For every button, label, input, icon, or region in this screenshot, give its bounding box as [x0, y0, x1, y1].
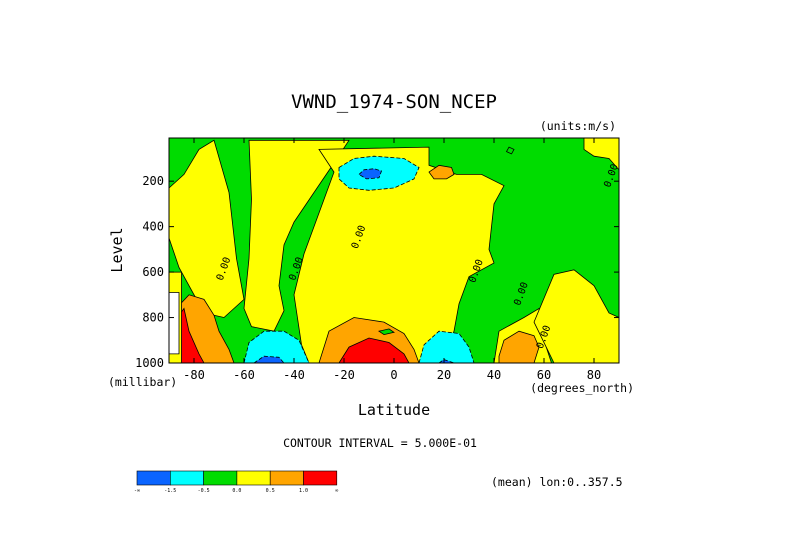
- colorbar-label-0: -∞: [134, 488, 140, 494]
- y-units-label: (millibar): [108, 375, 177, 389]
- y-tick-label-2: 600: [142, 265, 164, 279]
- colorbar-label-1: -1.5: [164, 488, 176, 494]
- x-axis-label: Latitude: [358, 401, 430, 419]
- x-tick-label-4: 0: [390, 368, 397, 382]
- contour-region-13: [338, 337, 410, 363]
- contour-region-15: [253, 355, 285, 363]
- colorbar-swatch-4: [269, 470, 304, 486]
- contour-region-14: [243, 330, 310, 363]
- colorbar-label-2: -0.5: [198, 488, 210, 494]
- y-tick-label-1: 400: [142, 220, 164, 234]
- x-tick-label-0: -80: [183, 368, 205, 382]
- y-tick-label-4: 1000: [135, 356, 164, 370]
- plot-area: 0.00 0.000.000.000.000.000.00: [168, 137, 621, 364]
- mean-note-label: (mean) lon:0..357.5: [491, 475, 623, 489]
- x-tick-label-3: -20: [333, 368, 355, 382]
- y-axis: 200 400 600 800 1000: [135, 174, 619, 370]
- contour-region-19: [358, 168, 383, 180]
- x-tick-label-6: 40: [487, 368, 501, 382]
- y-tick-label-0: 200: [142, 174, 164, 188]
- colorbar-label-3: 0.0: [232, 488, 241, 494]
- x-tick-label-1: -60: [233, 368, 255, 382]
- x-tick-label-7: 60: [537, 368, 551, 382]
- contour-region-6: [583, 138, 619, 171]
- contour-region-20: [428, 164, 455, 180]
- contour-region-17: [438, 359, 455, 363]
- contour-region-16: [418, 330, 475, 363]
- y-axis-label: Level: [108, 227, 126, 272]
- contour-interval-label: CONTOUR INTERVAL = 5.000E-01: [283, 436, 477, 450]
- contour-region-22: [378, 328, 395, 336]
- contour-region-11: [169, 292, 180, 355]
- colorbar-swatch-0: [136, 470, 171, 486]
- contour-region-3: [293, 146, 505, 363]
- y-tick-label-3: 800: [142, 311, 164, 325]
- chart-title: VWND_1974-SON_NCEP: [291, 91, 497, 113]
- colorbar: -∞ -1.5 -0.5 0.0 0.5 1.0 ∞: [134, 470, 338, 494]
- colorbar-swatch-2: [203, 470, 238, 486]
- contour-region-1: [169, 139, 245, 318]
- x-tick-label-5: 20: [437, 368, 451, 382]
- x-units-label: (degrees_north): [530, 381, 634, 395]
- x-axis: -80 -60 -40 -20 0 20 40 60 80: [183, 138, 601, 382]
- colorbar-swatch-5: [303, 470, 338, 486]
- contour-region-23: [505, 146, 515, 155]
- contour-region-2: [243, 139, 350, 332]
- x-tick-label-8: 80: [587, 368, 601, 382]
- colorbar-swatch-1: [170, 470, 204, 486]
- units-label: (units:m/s): [540, 119, 616, 133]
- colorbar-label-4: 0.5: [266, 488, 275, 494]
- filled-contours: [169, 138, 619, 363]
- x-tick-label-2: -40: [283, 368, 305, 382]
- colorbar-label-6: ∞: [335, 488, 338, 494]
- contour-region-21: [498, 330, 540, 363]
- colorbar-swatch-3: [236, 470, 271, 486]
- contour-region-5: [533, 269, 619, 363]
- colorbar-label-5: 1.0: [299, 488, 308, 494]
